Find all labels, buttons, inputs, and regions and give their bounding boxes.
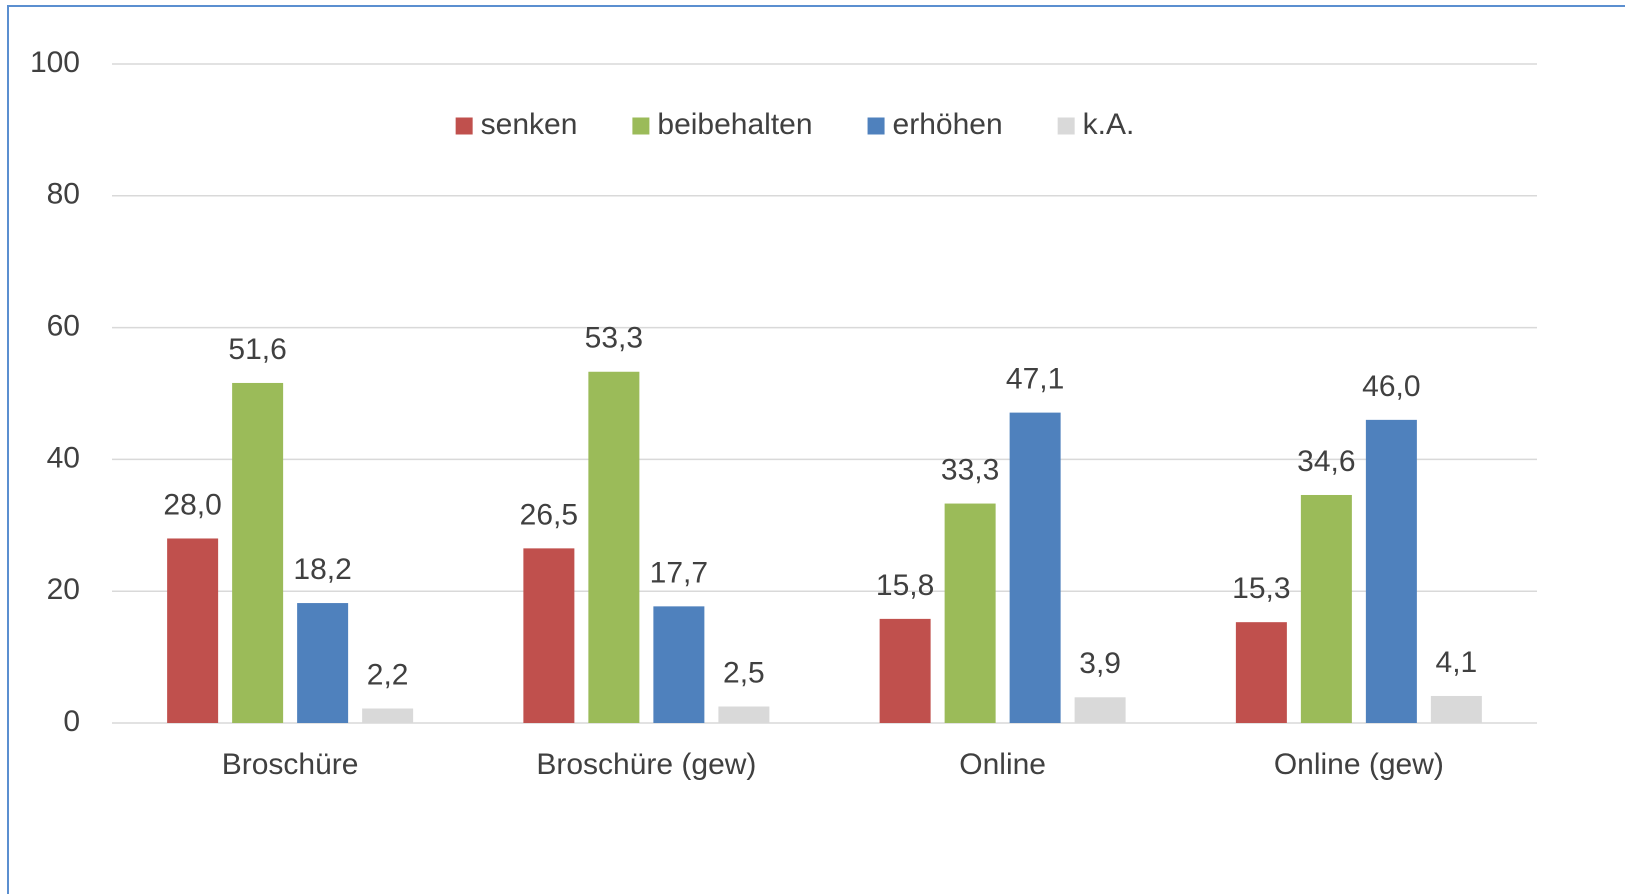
bar [879,618,931,723]
legend-label: beibehalten [657,108,812,141]
y-tick-label: 80 [47,178,80,211]
bar [232,382,284,723]
legend-swatch [632,117,650,135]
bar [1430,695,1482,723]
data-label: 47,1 [1006,363,1064,396]
data-label: 33,3 [941,453,999,486]
data-label: 15,8 [876,569,934,602]
data-label: 51,6 [228,333,286,366]
data-label: 17,7 [650,556,708,589]
x-tick-label: Online [959,748,1046,781]
data-label: 26,5 [520,498,578,531]
data-label: 46,0 [1362,370,1420,403]
data-label: 2,5 [723,656,765,689]
y-tick-label: 60 [47,310,80,343]
data-label: 15,3 [1232,572,1290,605]
y-tick-label: 0 [63,705,80,738]
data-label: 53,3 [585,322,643,355]
bar [1009,412,1061,723]
data-label: 2,2 [367,658,409,691]
bar [588,371,640,723]
bar [297,603,349,723]
data-label: 3,9 [1079,647,1121,680]
bar [1300,494,1352,723]
data-label: 28,0 [163,488,221,521]
legend-swatch [1057,117,1075,135]
bar [1235,622,1287,723]
x-tick-label: Online (gew) [1274,748,1444,781]
x-tick-label: Broschüre [222,748,359,781]
bar [1365,419,1417,723]
data-label: 4,1 [1436,646,1478,679]
x-tick-label: Broschüre (gew) [536,748,756,781]
bar [362,708,414,723]
legend-swatch [455,117,473,135]
bar [523,548,575,723]
legend-label: senken [481,108,578,141]
bar [1074,697,1126,723]
bar [718,706,770,723]
y-tick-label: 20 [47,573,80,606]
data-label: 18,2 [293,553,351,586]
y-tick-label: 100 [30,46,80,79]
legend-label: k.A. [1083,108,1135,141]
bar [167,538,219,723]
bar [653,606,705,723]
bar [944,503,996,723]
legend-label: erhöhen [893,108,1003,141]
data-label: 34,6 [1297,445,1355,478]
y-tick-label: 40 [47,441,80,474]
legend-swatch [867,117,885,135]
